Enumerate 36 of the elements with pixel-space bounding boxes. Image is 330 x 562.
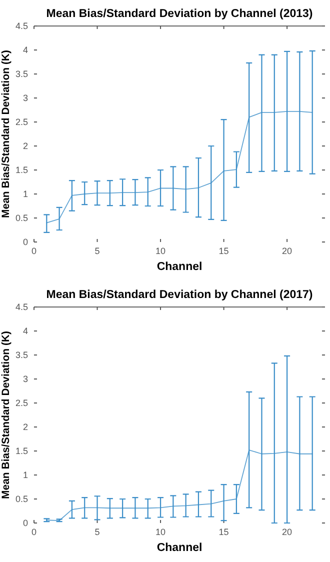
y-tick-label: 3 xyxy=(22,374,28,384)
x-tick-label: 15 xyxy=(218,246,229,256)
x-axis-title: Channel xyxy=(156,261,202,273)
y-tick-label: 3.5 xyxy=(15,350,28,360)
y-axis-title: Mean Bias/Standard Deviation (K) xyxy=(0,50,12,218)
y-tick-label: 2.5 xyxy=(15,398,28,408)
y-tick-label: 0 xyxy=(22,518,28,528)
y-tick-label: 4 xyxy=(22,326,28,336)
y-tick-label: 2 xyxy=(22,141,28,151)
x-tick-label: 10 xyxy=(156,527,166,537)
y-tick-label: 1 xyxy=(22,470,28,480)
x-tick-label: 20 xyxy=(282,527,292,537)
x-tick-label: 5 xyxy=(94,246,100,256)
x-tick-label: 0 xyxy=(31,246,37,256)
y-tick-label: 4.5 xyxy=(15,21,28,31)
y-tick-label: 2 xyxy=(22,422,28,432)
y-tick-label: 0.5 xyxy=(15,494,28,504)
y-tick-label: 3.5 xyxy=(15,69,28,79)
y-tick-label: 1.5 xyxy=(15,165,28,175)
y-tick-label: 3 xyxy=(22,93,28,103)
x-tick-label: 10 xyxy=(156,246,166,256)
y-tick-label: 4 xyxy=(22,45,28,55)
y-tick-label: 2.5 xyxy=(15,117,28,127)
x-axis-title: Channel xyxy=(156,542,202,554)
y-tick-label: 0.5 xyxy=(15,213,28,223)
y-tick-label: 1.5 xyxy=(15,446,28,456)
x-tick-label: 15 xyxy=(218,527,229,537)
chart-title: Mean Bias/Standard Deviation by Channel (2017) xyxy=(46,289,313,301)
x-tick-label: 20 xyxy=(282,246,292,256)
y-tick-label: 4.5 xyxy=(15,302,28,312)
x-tick-label: 5 xyxy=(94,527,100,537)
chart-title: Mean Bias/Standard Deviation by Channel (2013) xyxy=(46,8,313,20)
y-axis-title: Mean Bias/Standard Deviation (K) xyxy=(0,330,12,500)
y-tick-label: 1 xyxy=(22,189,28,199)
x-tick-label: 0 xyxy=(31,527,37,537)
y-tick-label: 0 xyxy=(22,237,28,247)
